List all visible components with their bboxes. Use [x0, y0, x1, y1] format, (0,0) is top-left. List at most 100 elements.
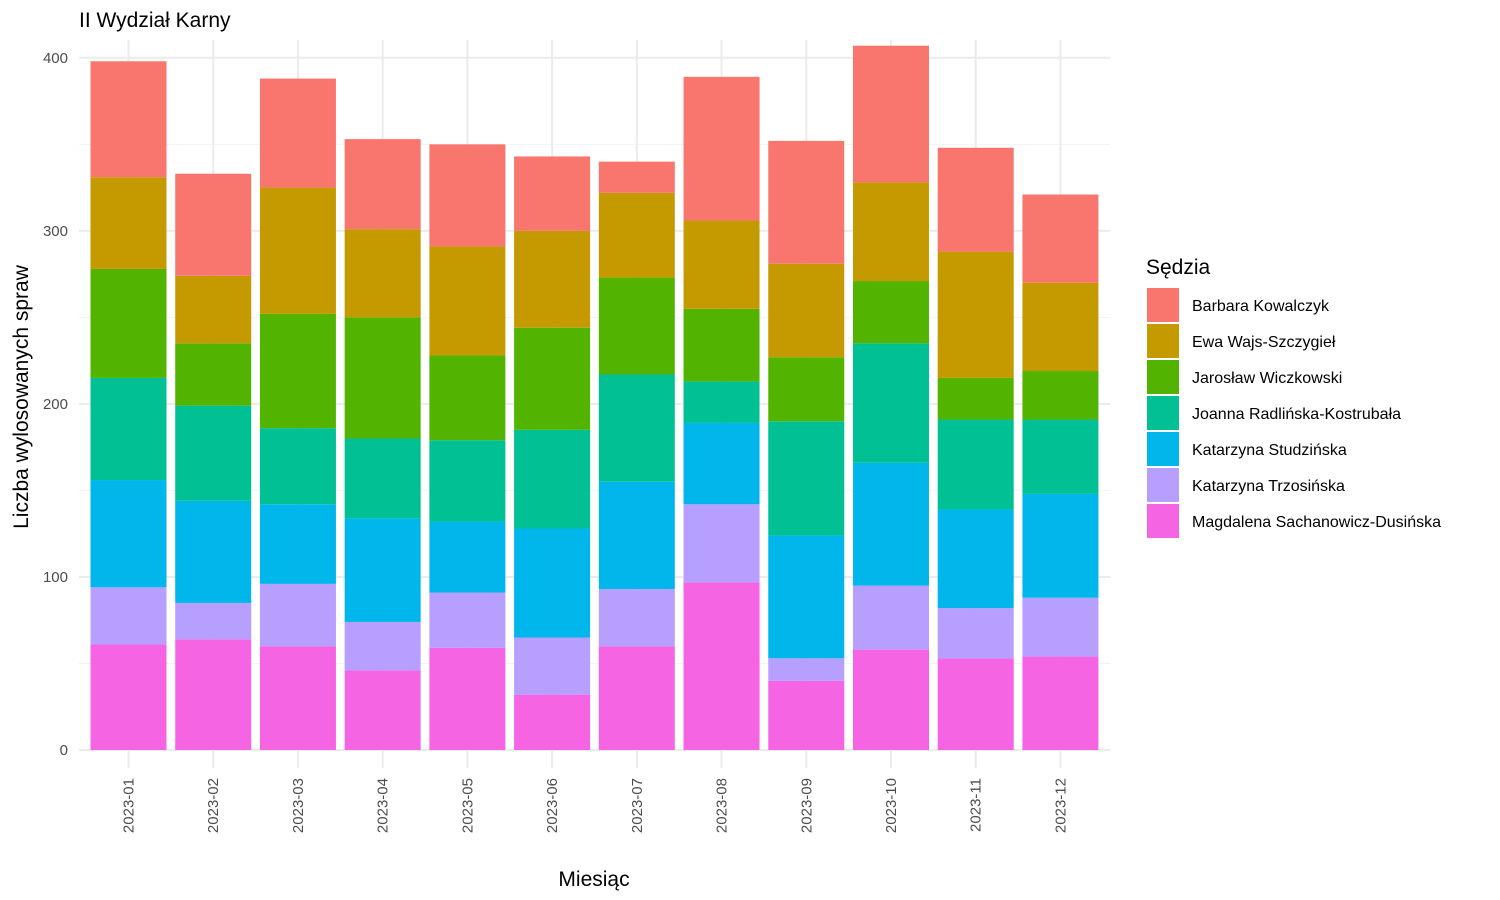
- legend-label: Barbara Kowalczyk: [1192, 298, 1330, 315]
- y-tick-label: 100: [43, 569, 68, 586]
- x-tick-label: 2023-12: [1052, 778, 1069, 833]
- bar-segment: [175, 639, 252, 750]
- bar-segment: [598, 589, 675, 647]
- legend-label: Katarzyna Trzosińska: [1192, 478, 1345, 495]
- bar-segment: [683, 504, 760, 583]
- bar-segment: [259, 583, 336, 647]
- legend-swatch: [1147, 288, 1179, 322]
- bar-segment: [768, 658, 845, 681]
- bar-segment: [259, 646, 336, 750]
- bar-segment: [90, 587, 167, 645]
- x-tick-label: 2023-10: [883, 778, 900, 833]
- x-tick-label: 2023-07: [629, 778, 646, 833]
- bar-segment: [1022, 371, 1099, 420]
- bar-segment: [598, 481, 675, 590]
- x-tick-label: 2023-05: [459, 778, 476, 833]
- x-axis-title: Miesiąc: [558, 868, 629, 891]
- bar-segment: [1022, 493, 1099, 598]
- bar-segment: [429, 647, 506, 750]
- bar-segment: [683, 220, 760, 309]
- x-tick-label: 2023-11: [968, 778, 985, 832]
- bar-segment: [259, 313, 336, 429]
- bar-segment: [683, 422, 760, 505]
- bar-segment: [175, 405, 252, 501]
- bar-segment: [514, 156, 591, 231]
- bar-segment: [90, 268, 167, 378]
- bar-segment: [175, 275, 252, 344]
- legend-label: Magdalena Sachanowicz-Dusińska: [1192, 514, 1441, 531]
- bar-segment: [1022, 282, 1099, 372]
- bar-segment: [768, 263, 845, 358]
- legend-label: Jarosław Wiczkowski: [1192, 370, 1342, 387]
- bar-segment: [1022, 419, 1099, 494]
- bar-segment: [768, 421, 845, 536]
- bar-segment: [1022, 597, 1099, 657]
- bar-segment: [598, 192, 675, 278]
- bar-segment: [598, 277, 675, 375]
- bar-segment: [175, 500, 252, 603]
- bar-segment: [852, 281, 929, 344]
- bar-segment: [937, 377, 1014, 420]
- y-tick-label: 0: [60, 742, 68, 759]
- legend-swatch: [1147, 468, 1179, 502]
- bar-segment: [683, 76, 760, 221]
- bar-segment: [344, 438, 421, 519]
- bar-segment: [852, 585, 929, 650]
- bar-segment: [429, 355, 506, 441]
- bar-segment: [90, 61, 167, 178]
- chart-title: II Wydział Karny: [79, 9, 231, 32]
- bar-segment: [429, 144, 506, 247]
- bar-segment: [852, 45, 929, 183]
- bar-segment: [344, 670, 421, 750]
- bar-segment: [175, 602, 252, 640]
- bar-segment: [514, 230, 591, 328]
- bar-segment: [937, 658, 1014, 750]
- bar-segment: [598, 374, 675, 482]
- y-tick-label: 200: [43, 396, 68, 413]
- bar-segment: [598, 646, 675, 750]
- bar-segment: [937, 147, 1014, 252]
- bar-segment: [90, 644, 167, 750]
- x-tick-label: 2023-03: [290, 778, 307, 833]
- bar-segment: [937, 509, 1014, 609]
- bar-segment: [514, 528, 591, 638]
- bars: [90, 45, 1099, 750]
- legend-items: Barbara Kowalczyk Ewa Wajs-Szczygieł Jaros…: [1147, 288, 1441, 538]
- x-tick-label: 2023-08: [714, 778, 731, 833]
- bar-segment: [1022, 656, 1099, 750]
- legend: Sędzia Barbara Kowalczyk Ewa Wajs-Szczygi…: [1146, 256, 1441, 538]
- x-tick-label: 2023-02: [205, 778, 222, 833]
- bar-segment: [852, 462, 929, 586]
- legend-label: Katarzyna Studzińska: [1192, 442, 1347, 459]
- bar-segment: [429, 592, 506, 648]
- bar-segment: [514, 637, 591, 695]
- bar-segment: [344, 139, 421, 230]
- bar-segment: [344, 518, 421, 622]
- x-tick-label: 2023-01: [121, 778, 138, 833]
- legend-swatch: [1147, 396, 1179, 430]
- bar-segment: [598, 161, 675, 193]
- legend-swatch: [1147, 324, 1179, 358]
- legend-title: Sędzia: [1146, 256, 1211, 279]
- bar-segment: [683, 308, 760, 382]
- bar-segment: [429, 440, 506, 522]
- bar-segment: [937, 608, 1014, 659]
- legend-label: Ewa Wajs-Szczygieł: [1192, 334, 1336, 351]
- bar-segment: [175, 343, 252, 406]
- bar-segment: [90, 377, 167, 481]
- bar-segment: [1022, 194, 1099, 283]
- legend-swatch: [1147, 432, 1179, 466]
- bar-segment: [937, 419, 1014, 510]
- bar-segment: [344, 317, 421, 439]
- legend-label: Joanna Radlińska-Kostrubała: [1192, 406, 1401, 423]
- bar-segment: [768, 357, 845, 422]
- y-axis-title: Liczba wylosowanych spraw: [10, 264, 33, 529]
- bar-segment: [90, 480, 167, 588]
- bar-segment: [683, 381, 760, 423]
- bar-segment: [344, 621, 421, 671]
- x-tick-label: 2023-06: [544, 778, 561, 833]
- legend-swatch: [1147, 504, 1179, 538]
- x-tick-label: 2023-04: [375, 778, 392, 833]
- bar-segment: [852, 182, 929, 282]
